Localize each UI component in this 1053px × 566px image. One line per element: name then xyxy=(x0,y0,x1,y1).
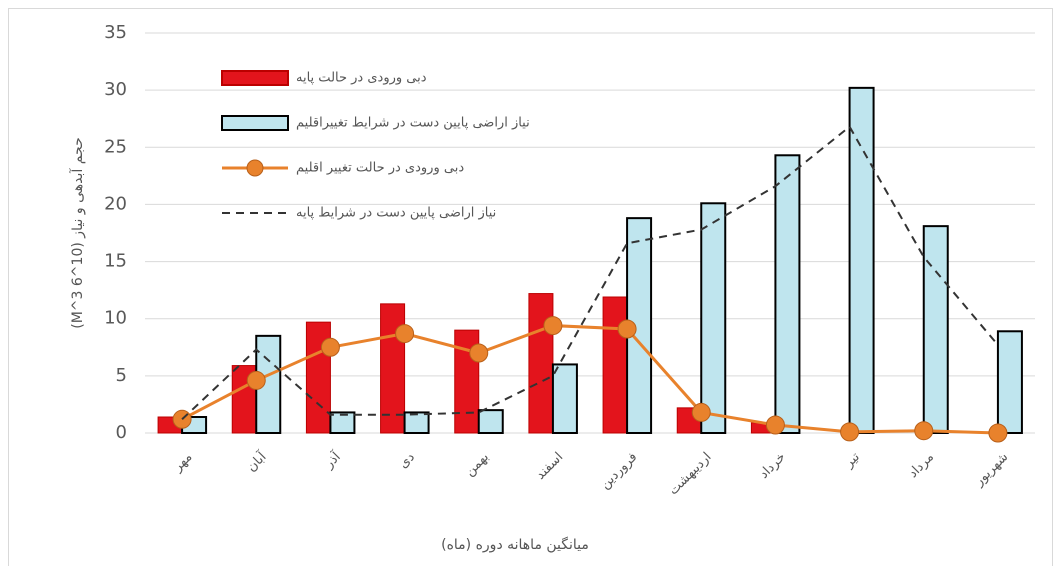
bar xyxy=(602,296,628,434)
legend-label: دبی ورودی در حالت تغییر اقلیم xyxy=(296,161,464,176)
marker xyxy=(691,402,711,422)
bar xyxy=(551,363,578,434)
y-tick-label: 0 xyxy=(116,422,127,443)
bar xyxy=(774,154,801,435)
y-tick-label: 35 xyxy=(104,22,127,43)
bar xyxy=(403,411,430,434)
marker xyxy=(617,319,637,339)
legend-swatch xyxy=(221,115,289,131)
line xyxy=(181,125,999,421)
line xyxy=(181,324,998,435)
marker xyxy=(765,415,785,435)
bar xyxy=(528,293,554,434)
chart-border xyxy=(8,8,1053,566)
bar xyxy=(848,86,875,434)
bar xyxy=(380,303,406,434)
x-axis-label: میانگین ماهانه دوره (ماه) xyxy=(441,536,589,553)
y-tick-label: 5 xyxy=(116,365,127,386)
legend-marker xyxy=(246,159,264,177)
legend-label: نیاز اراضی پایین دست در شرایط تغییراقلیم xyxy=(296,116,530,131)
y-tick-label: 20 xyxy=(104,193,127,214)
y-axis-label: حجم آبدهی و نیاز (10^6 M^3) xyxy=(69,137,86,329)
y-tick-label: 10 xyxy=(104,308,127,329)
marker xyxy=(543,316,563,336)
bar xyxy=(329,411,356,434)
marker xyxy=(988,423,1008,443)
bar xyxy=(700,202,727,434)
marker xyxy=(914,421,934,441)
legend-label: دبی ورودی در حالت پایه xyxy=(296,71,427,86)
marker xyxy=(320,337,340,357)
legend-swatch xyxy=(221,70,289,86)
y-tick-label: 30 xyxy=(104,79,127,100)
bar xyxy=(922,225,949,434)
marker xyxy=(469,343,489,363)
bar xyxy=(477,409,504,434)
y-tick-label: 25 xyxy=(104,136,127,157)
y-tick-label: 15 xyxy=(104,251,127,272)
bar xyxy=(996,330,1023,434)
marker xyxy=(395,324,415,344)
legend-label: نیاز اراضی پایین دست در شرایط پایه xyxy=(296,206,496,221)
marker xyxy=(840,422,860,442)
marker xyxy=(246,370,266,390)
